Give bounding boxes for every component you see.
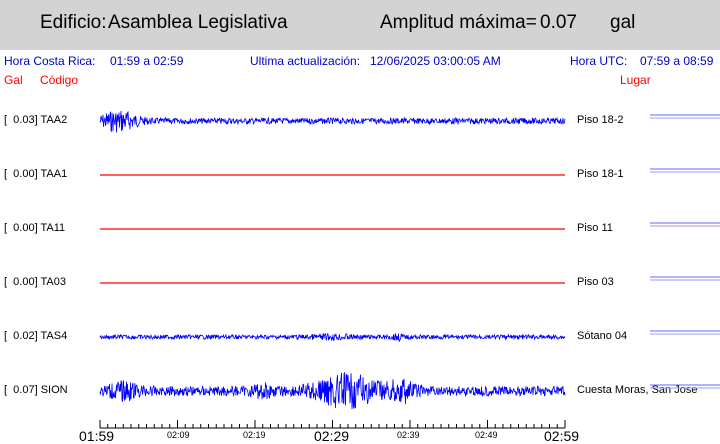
local-time-range: 01:59 a 02:59	[110, 54, 184, 68]
updated-label: Ultima actualización:	[250, 54, 361, 68]
max-amplitude-unit: gal	[610, 12, 636, 33]
column-gal: Gal	[4, 73, 23, 87]
station-label: [ 0.00] TAA1	[4, 168, 68, 180]
time-tick-label: 01:59	[79, 428, 115, 444]
time-tick-label: 02:59	[544, 428, 580, 444]
building-label: Edificio:	[40, 12, 107, 33]
trace-sion	[99, 372, 566, 410]
station-place: Piso 18-1	[577, 168, 624, 180]
station-place: Piso 11	[577, 222, 613, 234]
max-amplitude-value: 0.07	[540, 12, 577, 33]
utc-time-range: 07:59 a 08:59	[640, 54, 714, 68]
column-code: Código	[40, 73, 79, 87]
station-place: Sótano 04	[577, 330, 628, 342]
column-place: Lugar	[620, 73, 651, 87]
time-tick-label: 02:39	[397, 430, 420, 440]
header-bar: Edificio: Asamblea Legislativa Amplitud …	[0, 0, 720, 50]
building-name: Asamblea Legislativa	[108, 12, 288, 33]
time-tick-label: 02:49	[475, 430, 498, 440]
station-place: Piso 18-2	[577, 114, 624, 126]
station-label: [ 0.00] TA11	[4, 222, 66, 234]
utc-time-label: Hora UTC:	[570, 54, 628, 68]
time-tick-label: 02:19	[243, 430, 266, 440]
trace-taa2	[99, 110, 566, 133]
local-time-label: Hora Costa Rica:	[4, 54, 96, 68]
max-amplitude-label: Amplitud máxima=	[380, 12, 537, 33]
station-label: [ 0.02] TAS4	[4, 330, 68, 342]
updated-value: 12/06/2025 03:00:05 AM	[370, 54, 501, 68]
station-place: Piso 03	[577, 276, 614, 288]
time-tick-label: 02:09	[167, 430, 190, 440]
station-label: [ 0.03] TAA2	[4, 114, 68, 126]
station-label: [ 0.07] SION	[4, 384, 68, 396]
station-place: Cuesta Moras, San Jose	[577, 384, 698, 396]
station-label: [ 0.00] TA03	[4, 276, 66, 288]
trace-tas4	[99, 332, 566, 342]
time-tick-label: 02:29	[314, 428, 350, 444]
